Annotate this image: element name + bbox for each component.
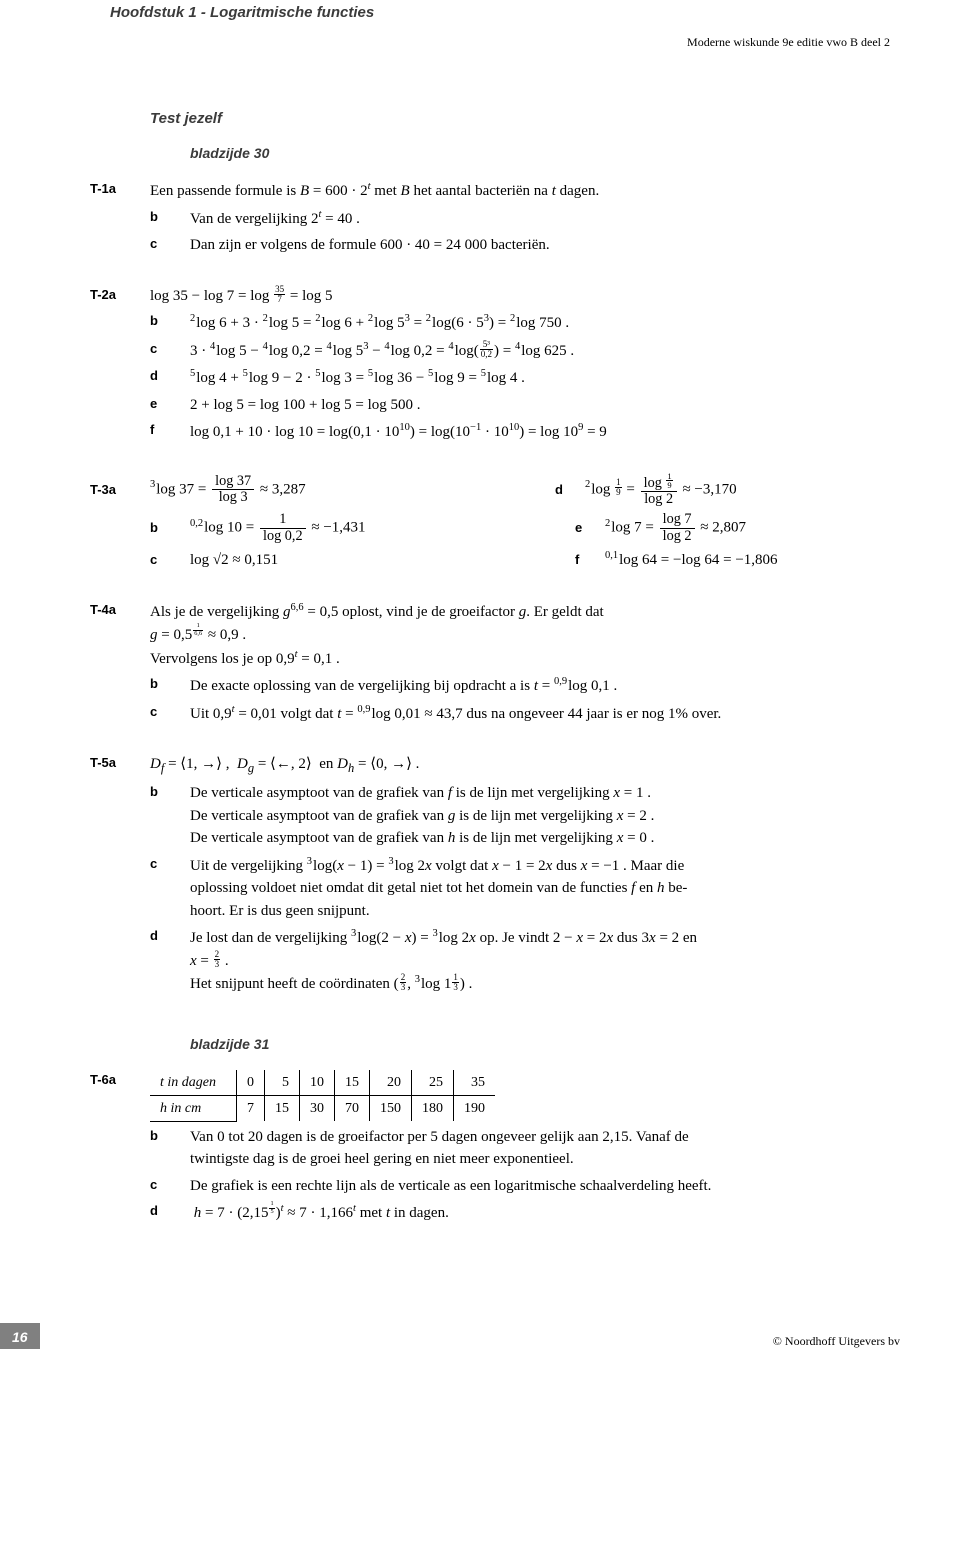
exercise-t2: T-2alog 35 − log 7 = log 357 = log 5 b2l…	[60, 285, 900, 444]
footer: 16 © Noordhoff Uitgevers bv	[0, 1323, 960, 1349]
t2c-content: 3 · 4log 5 − 4log 0,2 = 4log 53 − 4log 0…	[190, 339, 900, 363]
data-table: t in dagen 0 5 10 15 20 25 35 h in cm 7 …	[150, 1070, 495, 1122]
t6b-content: Van 0 tot 20 dagen is de groeifactor per…	[190, 1126, 900, 1171]
t3b-content: 0,2log 10 = 1log 0,2 ≈ −1,431 e2log 7 = …	[190, 512, 900, 544]
exercise-t4: T-4aAls je de vergelijking g6,6 = 0,5 op…	[60, 600, 900, 726]
copyright: © Noordhoff Uitgevers bv	[773, 1334, 960, 1349]
exercise-t1: T-1aEen passende formule is B = 600 · 2t…	[60, 179, 900, 257]
t6a-content: t in dagen 0 5 10 15 20 25 35 h in cm 7 …	[150, 1070, 900, 1122]
label-t3a: T-3a	[60, 480, 150, 500]
label-t6a: T-6a	[60, 1070, 150, 1090]
t3a-content: 3log 37 = log 37log 3 ≈ 3,287 d2log 19 =…	[150, 472, 900, 508]
section-heading: Test jezelf	[150, 110, 900, 127]
t4c-content: Uit 0,9t = 0,01 volgt dat t = 0,9log 0,0…	[190, 702, 900, 726]
t5b-content: De verticale asymptoot van de grafiek va…	[190, 782, 900, 850]
t1a-content: Een passende formule is B = 600 · 2t met…	[150, 179, 900, 203]
label-t5a: T-5a	[60, 753, 150, 773]
t5a-content: Df = ⟨1, →⟩ , Dg = ⟨←, 2⟩ en Dh = ⟨0, →⟩…	[150, 753, 900, 778]
exercise-t3: T-3a 3log 37 = log 37log 3 ≈ 3,287 d2log…	[60, 472, 900, 572]
t2e-content: 2 + log 5 = log 100 + log 5 = log 500 .	[190, 394, 900, 417]
t2a-content: log 35 − log 7 = log 357 = log 5	[150, 285, 900, 308]
t4a-content: Als je de vergelijking g6,6 = 0,5 oplost…	[150, 600, 900, 671]
t5c-content: Uit de vergelijking 3log(x − 1) = 3log 2…	[190, 854, 900, 923]
page-ref: bladzijde 30	[190, 145, 900, 161]
t6c-content: De grafiek is een rechte lijn als de ver…	[190, 1175, 900, 1198]
label-t2a: T-2a	[60, 285, 150, 305]
t2b-content: 2log 6 + 3 · 2log 5 = 2log 6 + 2log 53 =…	[190, 311, 900, 335]
label-t1a: T-1a	[60, 179, 150, 199]
t5d-content: Je lost dan de vergelijking 3log(2 − x) …	[190, 926, 900, 996]
exercise-t5: T-5aDf = ⟨1, →⟩ , Dg = ⟨←, 2⟩ en Dh = ⟨0…	[60, 753, 900, 995]
t4b-content: De exacte oplossing van de vergelijking …	[190, 674, 900, 698]
label-t4a: T-4a	[60, 600, 150, 620]
page-number: 16	[0, 1323, 40, 1349]
t1b-content: Van de vergelijking 2t = 40 .	[190, 207, 900, 231]
t3c-content: log √2 ≈ 0,151 f0,1log 64 = −log 64 = −1…	[190, 548, 900, 572]
exercise-t6: T-6a t in dagen 0 5 10 15 20 25 35 h in …	[60, 1070, 900, 1225]
t6d-content: h = 7 · (2,1515)t ≈ 7 · 1,166t met t in …	[190, 1201, 900, 1225]
page-ref-31: bladzijde 31	[190, 1036, 900, 1052]
page: Hoofdstuk 1 - Logaritmische functies Mod…	[0, 0, 960, 1283]
book-title: Moderne wiskunde 9e editie vwo B deel 2	[60, 35, 900, 50]
t2f-content: log 0,1 + 10 · log 10 = log(0,1 · 1010) …	[190, 420, 900, 444]
chapter-title: Hoofdstuk 1 - Logaritmische functies	[60, 0, 900, 27]
label-c: c	[150, 234, 190, 254]
t2d-content: 5log 4 + 5log 9 − 2 · 5log 3 = 5log 36 −…	[190, 366, 900, 390]
t1c-content: Dan zijn er volgens de formule 600 · 40 …	[190, 234, 900, 257]
label-b: b	[150, 207, 190, 227]
